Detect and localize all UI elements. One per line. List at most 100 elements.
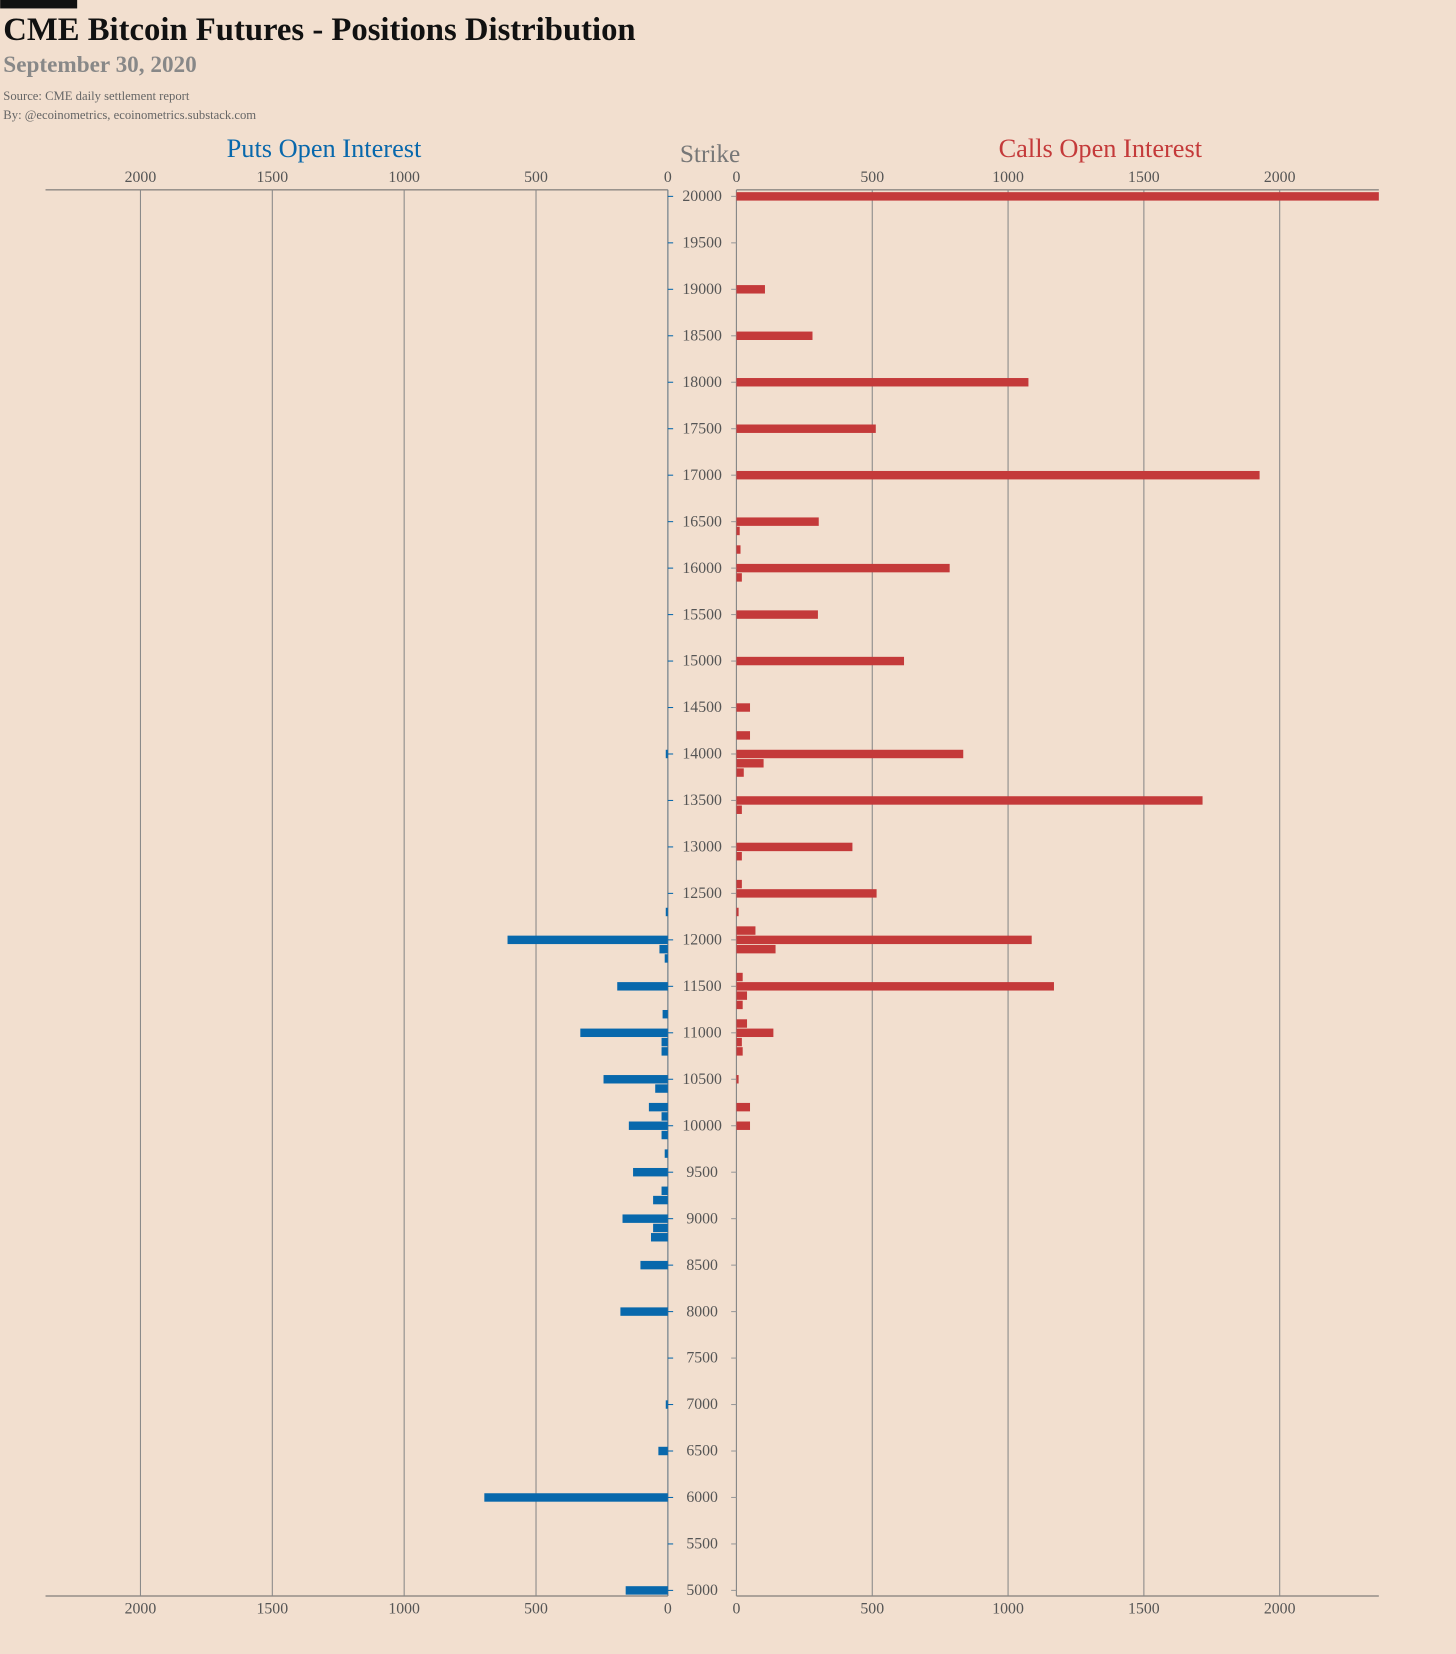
bar (736, 1102, 751, 1112)
y-tick-label: 19500 (682, 235, 722, 252)
y-tick-label: 6500 (686, 1443, 718, 1460)
bar (580, 1028, 668, 1038)
byline: By: @ecoinometrics, ecoinometrics.substa… (3, 108, 256, 122)
y-tick-label: 5500 (686, 1536, 718, 1553)
x-tick-label: 2000 (125, 1600, 157, 1617)
x-tick-label: 0 (732, 169, 740, 186)
bar (661, 1112, 668, 1121)
bar (736, 1028, 774, 1038)
y-tick-label: 8000 (686, 1303, 718, 1320)
bar (736, 749, 964, 759)
bar (736, 1047, 743, 1056)
bar (665, 907, 668, 917)
x-tick-label: 1500 (1128, 1600, 1160, 1617)
bar (617, 982, 668, 991)
bar (736, 1000, 743, 1010)
bar (736, 563, 950, 573)
bar (736, 1037, 742, 1047)
bar (661, 1130, 668, 1140)
y-tick-label: 18500 (682, 327, 722, 344)
bar (603, 1075, 668, 1084)
y-tick-label: 9000 (686, 1210, 718, 1227)
y-tick-label: 18000 (682, 374, 722, 391)
bar (736, 926, 756, 935)
y-tick-label: 14000 (682, 746, 722, 763)
bar (661, 1047, 668, 1056)
x-tick-label: 1500 (256, 1600, 288, 1617)
bar (507, 935, 668, 945)
y-tick-label: 19000 (682, 281, 722, 298)
bar (665, 749, 668, 759)
bar (484, 1493, 668, 1502)
x-tick-label: 2000 (1264, 1600, 1296, 1617)
legend-label: Puts Open Interest (227, 134, 422, 163)
bar (736, 759, 764, 768)
bar (736, 1019, 748, 1028)
x-tick-label: 500 (524, 169, 548, 186)
y-tick-label: 10000 (682, 1117, 722, 1134)
bar (736, 331, 813, 341)
x-tick-label: 1000 (388, 169, 420, 186)
y-tick-label: 15000 (682, 653, 722, 670)
x-tick-label: 500 (860, 1600, 884, 1617)
y-tick-label: 20000 (682, 188, 722, 205)
y-tick-label: 15500 (682, 606, 722, 623)
bar (658, 1446, 668, 1456)
bar (736, 889, 877, 898)
bar (736, 573, 742, 582)
bar (625, 1586, 668, 1595)
bar (653, 1223, 668, 1233)
y-tick-label: 7500 (686, 1350, 718, 1367)
bar (736, 972, 743, 982)
y-tick-label: 16000 (682, 560, 722, 577)
x-tick-label: 1000 (388, 1600, 420, 1617)
y-tick-label: 8500 (686, 1257, 718, 1274)
bar (662, 1009, 668, 1019)
x-tick-label: 1500 (1128, 169, 1160, 186)
y-tick-label: 10500 (682, 1071, 722, 1088)
x-tick-label: 0 (732, 1600, 740, 1617)
y-tick-label: 7000 (686, 1396, 718, 1413)
bar (736, 656, 905, 666)
legend-label: Calls Open Interest (999, 134, 1203, 163)
bar (736, 378, 1029, 387)
y-tick-label: 14500 (682, 699, 722, 716)
bar (620, 1307, 668, 1316)
bar (661, 1186, 668, 1196)
chart-title: CME Bitcoin Futures - Positions Distribu… (3, 12, 635, 48)
y-tick-label: 9500 (686, 1164, 718, 1181)
bar (664, 1149, 668, 1158)
bar (736, 842, 853, 852)
bar (736, 285, 765, 294)
y-tick-label: 5000 (686, 1582, 718, 1599)
y-tick-label: 12500 (682, 885, 722, 902)
y-tick-label: 13000 (682, 839, 722, 856)
bar (736, 944, 776, 954)
bar (736, 1121, 751, 1130)
bar (659, 944, 668, 954)
y-tick-label: 17500 (682, 420, 722, 437)
bar (736, 610, 818, 619)
bar (736, 526, 740, 536)
bar (736, 851, 742, 861)
bar (736, 545, 741, 554)
x-tick-label: 1000 (992, 169, 1024, 186)
source: Source: CME daily settlement report (3, 89, 190, 103)
x-tick-label: 1500 (256, 169, 288, 186)
y-tick-label: 17000 (682, 467, 722, 484)
bar (736, 907, 739, 917)
y-tick-label: 11500 (683, 978, 722, 995)
bar (648, 1102, 668, 1112)
bar (650, 1233, 668, 1242)
bar (653, 1195, 668, 1205)
brand-bar (0, 0, 78, 9)
y-axis-label: Strike (680, 140, 740, 168)
bar (665, 1400, 668, 1409)
bar (736, 879, 742, 889)
y-tick-label: 11000 (683, 1024, 722, 1041)
x-tick-label: 500 (524, 1600, 548, 1617)
bar (736, 935, 1032, 945)
x-tick-label: 2000 (1264, 169, 1296, 186)
bar (736, 731, 751, 740)
